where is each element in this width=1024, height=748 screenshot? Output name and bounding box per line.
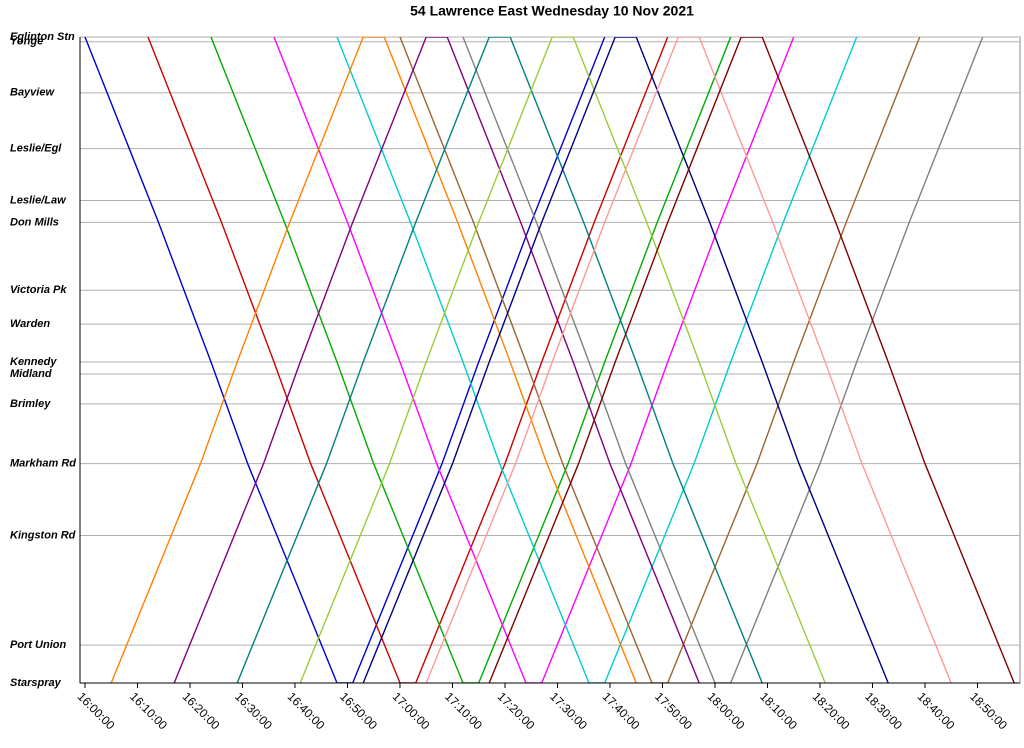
- lines: [84, 37, 1015, 683]
- vehicle-line: [210, 37, 732, 683]
- x-tick-label: 18:10:00: [757, 689, 800, 732]
- y-tick-label: Kingston Rd: [10, 529, 76, 541]
- y-tick-label: Kennedy: [10, 356, 57, 368]
- vehicle-line: [147, 37, 669, 683]
- y-tick-label: Leslie/Egl: [10, 143, 62, 155]
- x-tick-label: 16:50:00: [337, 689, 380, 732]
- y-tick-label: Don Mills: [10, 216, 59, 228]
- vehicle-line: [173, 37, 700, 683]
- x-tick-label: 16:30:00: [232, 689, 275, 732]
- x-tick-label: 16:40:00: [285, 689, 328, 732]
- vehicle-line: [273, 37, 795, 683]
- y-tick-label: Eglinton Stn: [10, 31, 75, 43]
- x-tick-label: 17:20:00: [495, 689, 538, 732]
- y-tick-label: Leslie/Law: [10, 194, 67, 206]
- y-tick-label: Starspray: [10, 677, 62, 689]
- x-tick-label: 16:20:00: [180, 689, 223, 732]
- vehicle-line: [110, 37, 637, 683]
- x-tick-label: 17:50:00: [652, 689, 695, 732]
- x-tick-label: 18:30:00: [862, 689, 905, 732]
- vehicle-line: [462, 37, 984, 683]
- y-tick-label: Brimley: [10, 398, 51, 410]
- vehicle-line: [488, 37, 1015, 683]
- y-tick-label: Midland: [10, 368, 52, 380]
- vehicle-line: [236, 37, 763, 683]
- x-tick-label: 16:00:00: [75, 689, 118, 732]
- y-tick-label: Warden: [10, 318, 50, 330]
- x-tick-label: 18:00:00: [705, 689, 748, 732]
- x-tick-label: 17:00:00: [390, 689, 433, 732]
- vehicle-line: [362, 37, 889, 683]
- y-tick-label: Yonge: [10, 36, 43, 48]
- y-tick-label: Victoria Pk: [10, 284, 67, 296]
- x-tick-label: 18:50:00: [967, 689, 1010, 732]
- vehicle-line: [299, 37, 826, 683]
- x-tick-label: 17:40:00: [600, 689, 643, 732]
- x-tick-label: 18:20:00: [810, 689, 853, 732]
- vehicle-line: [336, 37, 858, 683]
- y-tick-label: Bayview: [10, 87, 55, 99]
- x-tick-label: 17:30:00: [547, 689, 590, 732]
- vehicle-line: [425, 37, 952, 683]
- x-tick-label: 16:10:00: [127, 689, 170, 732]
- vehicle-line: [399, 37, 921, 683]
- y-tick-label: Port Union: [10, 639, 66, 651]
- vehicle-line: [84, 37, 606, 683]
- chart-title: 54 Lawrence East Wednesday 10 Nov 2021: [410, 3, 694, 19]
- x-tick-label: 18:40:00: [915, 689, 958, 732]
- x-tick-label: 17:10:00: [442, 689, 485, 732]
- y-tick-label: Markham Rd: [10, 458, 76, 470]
